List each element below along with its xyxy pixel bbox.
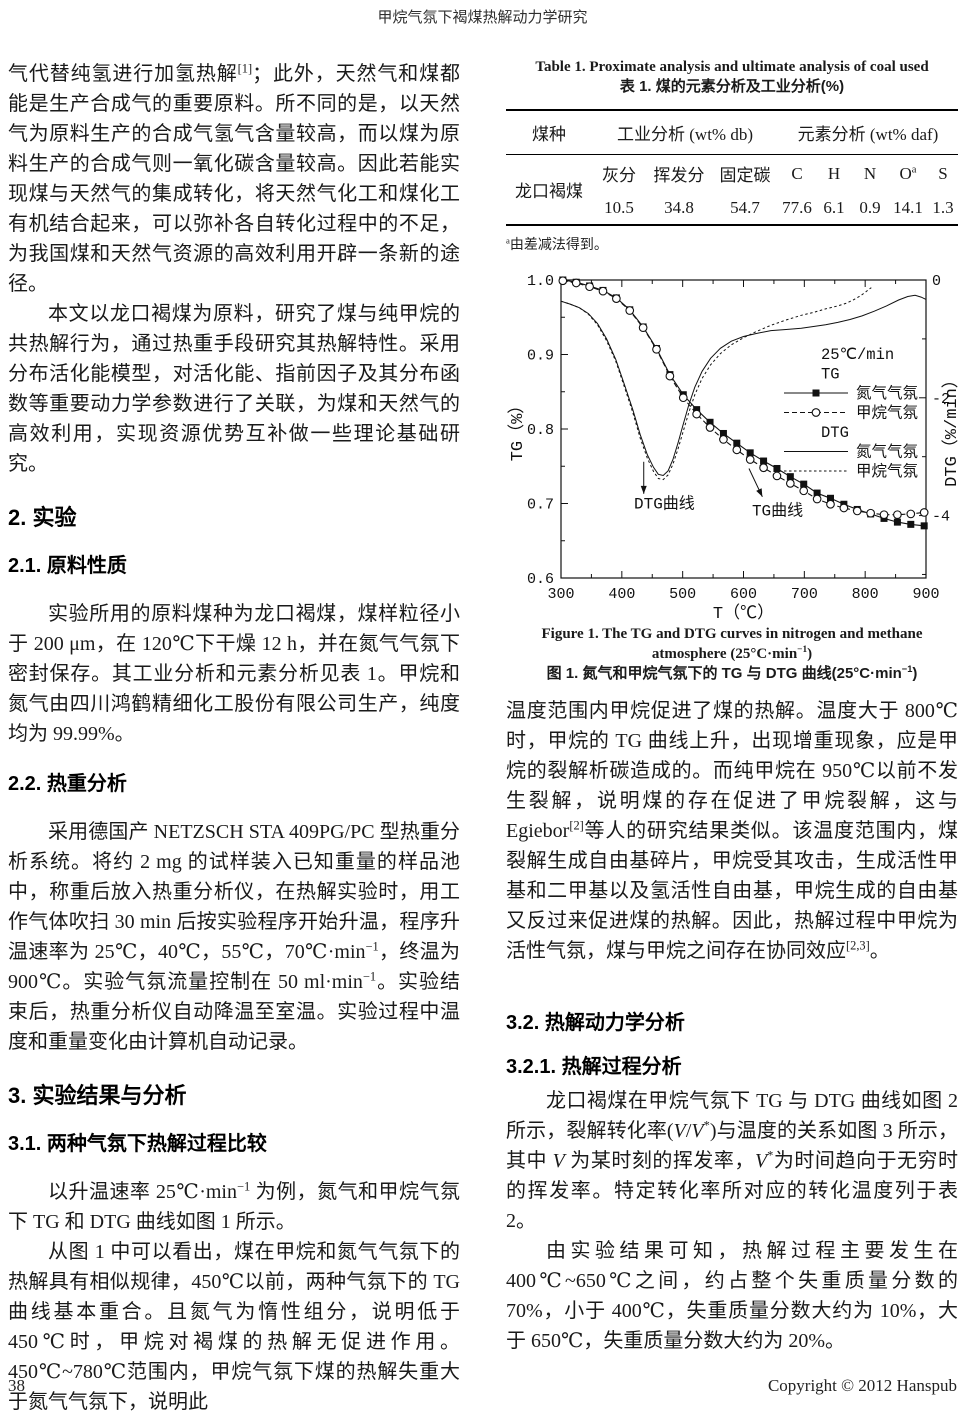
page-footer: 38 Copyright © 2012 Hanspub <box>8 1376 957 1396</box>
table1-value: 54.7 <box>730 198 760 217</box>
table1-value: 10.5 <box>604 198 634 217</box>
svg-text:TG（%）: TG（%） <box>507 397 528 462</box>
svg-text:600: 600 <box>730 586 757 603</box>
table1-caption-zh: 表 1. 煤的元素分析及工业分析(%) <box>619 78 845 95</box>
page-number: 38 <box>8 1376 25 1395</box>
svg-text:DTG（%/min）: DTG（%/min） <box>941 371 962 487</box>
paragraph-3-2-1-a: 龙口褐煤在甲烷气氛下 TG 与 DTG 曲线如图 2 所示，裂解转化率(V/V*… <box>506 1090 959 1232</box>
table1-subheader: Oa <box>899 163 917 183</box>
left-column: 气代替纯氢进行加氢热解[1]；此外，天然气和煤都能是生产合成气的重要原料。所不同… <box>8 59 460 1414</box>
svg-text:氮气气氛: 氮气气氛 <box>856 384 918 403</box>
table1-value: 34.8 <box>664 198 694 217</box>
figure1-caption: Figure 1. The TG and DTG curves in nitro… <box>506 624 958 684</box>
svg-text:800: 800 <box>852 586 879 603</box>
section-heading-3: 3. 实验结果与分析 <box>8 1083 187 1108</box>
svg-text:-4: -4 <box>932 509 950 526</box>
table1-subheader: S <box>938 163 948 183</box>
right-column: Table 1. Proximate analysis and ultimate… <box>506 57 962 1356</box>
subsection-heading-2-2: 2.2. 热重分析 <box>8 773 127 795</box>
svg-text:0.9: 0.9 <box>527 348 554 365</box>
svg-text:1.0: 1.0 <box>527 273 554 290</box>
running-head: 甲烷气氛下褐煤热解动力学研究 <box>377 10 588 26</box>
table1-header-ultimate: 元素分析 (wt% daf) <box>778 110 958 155</box>
svg-text:甲烷气氛: 甲烷气氛 <box>856 404 918 423</box>
table1-subheader: 灰分 <box>602 166 636 185</box>
table1-subheader: 固定碳 <box>719 166 771 185</box>
figure1-caption-zh: 图 1. 氮气和甲烷气氛下的 TG 与 DTG 曲线(25°C·min−1) <box>546 664 918 682</box>
table1-subheader-row: 龙口褐煤 灰分 挥发分 固定碳 C H N Oa S <box>506 155 958 202</box>
svg-text:TG曲线: TG曲线 <box>752 501 803 520</box>
svg-text:300: 300 <box>547 586 574 603</box>
svg-text:400: 400 <box>608 586 635 603</box>
table1-header-coal-type: 煤种 <box>506 110 592 155</box>
svg-text:0.8: 0.8 <box>527 422 554 439</box>
table1-subheader: C <box>791 163 803 183</box>
paragraph-3-1-continued: 温度范围内甲烷促进了煤的热解。温度大于 800℃时，甲烷的 TG 曲线上升，出现… <box>506 700 958 962</box>
table1-subheader: N <box>863 163 877 183</box>
subsection-heading-3-2: 3.2. 热解动力学分析 <box>506 1012 685 1034</box>
figure1-caption-en: Figure 1. The TG and DTG curves in nitro… <box>541 626 923 662</box>
table1-caption-en: Table 1. Proximate analysis and ultimate… <box>535 59 929 75</box>
subsubsection-heading-3-2-1: 3.2.1. 热解过程分析 <box>506 1056 682 1078</box>
paragraph-3-1-b: 从图 1 中可以看出，煤在甲烷和氮气气氛下的热解具有相似规律，450℃以前，两种… <box>8 1241 460 1413</box>
svg-text:0.6: 0.6 <box>527 571 554 588</box>
table1-caption: Table 1. Proximate analysis and ultimate… <box>506 57 958 97</box>
table1-value: 0.9 <box>859 198 881 217</box>
subsection-heading-2-1: 2.1. 原料性质 <box>8 555 127 577</box>
table1-value: 6.1 <box>823 198 845 217</box>
table1-value: 1.3 <box>932 198 954 217</box>
table1-row-label: 龙口褐煤 <box>515 182 583 201</box>
paragraph-2-2: 采用德国产 NETZSCH STA 409PG/PC 型热重分析系统。将约 2 … <box>8 821 461 1053</box>
paragraph-intro-continued: 气代替纯氢进行加氢热解[1]；此外，天然气和煤都能是生产合成气的重要原料。所不同… <box>8 61 461 295</box>
section-heading-2: 2. 实验 <box>8 505 77 530</box>
figure1: 300 400 500 600 700 800 900 0.6 0.7 0.8 0.9 1.0 0 -2 -… <box>506 268 962 684</box>
svg-text:0: 0 <box>932 273 941 290</box>
table1-subheader: 挥发分 <box>653 166 705 185</box>
table1-footnote: a由差减法得到。 <box>506 235 608 253</box>
svg-text:甲烷气氛: 甲烷气氛 <box>856 462 918 481</box>
svg-text:DTG: DTG <box>821 424 849 442</box>
paragraph-3-1-a: 以升温速率 25℃·min−1 为例，氮气和甲烷气氛下 TG 和 DTG 曲线如… <box>8 1179 460 1233</box>
svg-text:氮气气氛: 氮气气氛 <box>856 443 918 462</box>
svg-text:TG: TG <box>821 366 840 384</box>
svg-text:500: 500 <box>669 586 696 603</box>
table1-value: 14.1 <box>893 198 923 217</box>
svg-text:T（℃）: T（℃） <box>713 603 774 624</box>
table1-header-proximate: 工业分析 (wt% db) <box>592 110 778 155</box>
svg-text:0.7: 0.7 <box>527 497 554 514</box>
table1-value-row: 10.5 34.8 54.7 77.6 6.1 0.9 14.1 1.3 <box>506 192 958 225</box>
svg-text:700: 700 <box>791 586 818 603</box>
tg-dtg-chart: 300 400 500 600 700 800 900 0.6 0.7 0.8 0.9 1.0 0 -2 -… <box>507 273 962 624</box>
paragraph-2-1: 实验所用的原料煤种为龙口褐煤，煤样粒径小于 200 μm，在 120℃下干燥 1… <box>8 603 460 745</box>
table1-group-header-row: 煤种 工业分析 (wt% db) 元素分析 (wt% daf) <box>506 110 958 155</box>
svg-text:-2: -2 <box>932 391 950 408</box>
svg-text:DTG曲线: DTG曲线 <box>634 495 695 514</box>
paragraph-3-2-1-b: 由实验结果可知，热解过程主要发生在 400℃~650℃之间，约占整个失重质量分数… <box>506 1240 958 1352</box>
svg-text:25℃/min: 25℃/min <box>821 346 894 364</box>
table1-value: 77.6 <box>782 198 812 217</box>
paragraph-intro-2: 本文以龙口褐煤为原料，研究了煤与纯甲烷的共热解行为，通过热重手段研究其热解特性。… <box>8 303 460 475</box>
svg-text:900: 900 <box>912 586 939 603</box>
table1-subheader: H <box>827 163 841 183</box>
copyright: Copyright © 2012 Hanspub <box>767 1376 957 1395</box>
subsection-heading-3-1: 3.1. 两种气氛下热解过程比较 <box>8 1133 267 1155</box>
table1: 煤种 工业分析 (wt% db) 元素分析 (wt% daf) 龙口褐煤 灰分 … <box>506 109 958 226</box>
